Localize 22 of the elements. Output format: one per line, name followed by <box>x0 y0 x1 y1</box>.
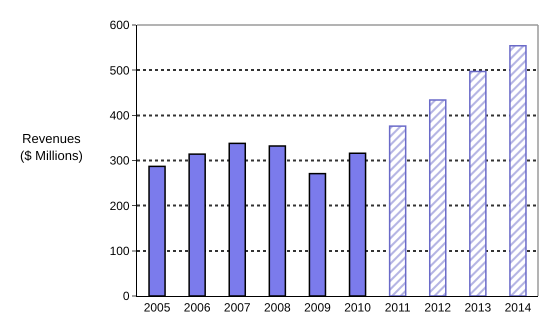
y-tick-label: 500 <box>110 63 130 78</box>
bar <box>428 99 447 296</box>
bar <box>469 70 487 296</box>
x-tick-label: 2009 <box>304 300 332 314</box>
x-tick-label: 2011 <box>384 300 411 314</box>
x-tick-label: 2005 <box>144 300 171 314</box>
x-tick-label: 2014 <box>504 300 532 314</box>
y-tick-label: 600 <box>110 18 130 32</box>
y-tick-label: 400 <box>110 108 130 123</box>
y-tick-label: 0 <box>122 289 130 304</box>
x-tick-label: 2008 <box>264 300 292 314</box>
y-axis-title: Revenues ($ Millions) <box>20 131 83 163</box>
x-tick-label: 2010 <box>344 300 372 314</box>
x-tick-label: 2006 <box>184 300 211 314</box>
x-tick-label: 2013 <box>464 300 492 314</box>
y-tick-label: 300 <box>110 154 130 168</box>
x-tick-label: 2012 <box>424 300 452 314</box>
bar <box>509 45 527 296</box>
y-tick-label: 100 <box>110 244 130 258</box>
bar <box>388 125 406 296</box>
x-tick-label: 2007 <box>224 300 251 314</box>
y-tick-label: 200 <box>110 198 130 213</box>
